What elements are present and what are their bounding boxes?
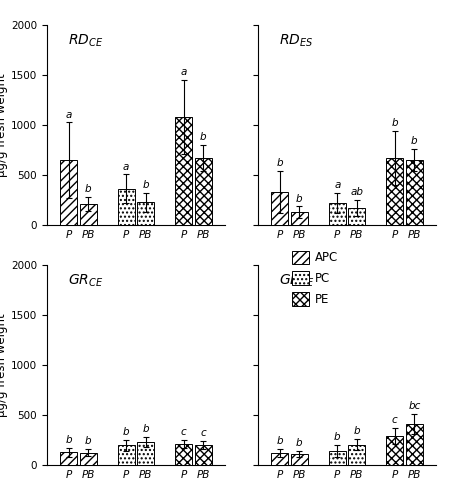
Bar [386, 436, 403, 465]
Text: a: a [181, 68, 187, 78]
Bar [118, 445, 135, 465]
Text: b: b [277, 436, 283, 446]
Bar [118, 188, 135, 225]
Bar [195, 158, 212, 225]
Text: a: a [66, 110, 72, 120]
Text: c: c [200, 428, 206, 438]
Text: b: b [334, 432, 340, 442]
Text: a: a [123, 162, 129, 172]
Text: b: b [66, 435, 72, 445]
Bar [386, 158, 403, 225]
Text: $\it{RD}$$_{\it{CE}}$: $\it{RD}$$_{\it{CE}}$ [68, 33, 104, 50]
Bar [329, 202, 346, 225]
Y-axis label: μg/g fresh weight: μg/g fresh weight [0, 313, 8, 417]
Bar [406, 424, 423, 465]
Text: c: c [392, 415, 398, 425]
Text: ab: ab [350, 187, 363, 197]
Text: b: b [143, 424, 149, 434]
Bar [60, 452, 77, 465]
Bar [348, 208, 365, 225]
Bar [271, 452, 288, 465]
Text: b: b [392, 118, 398, 128]
Text: b: b [123, 427, 129, 437]
Text: b: b [296, 194, 303, 203]
Text: b: b [143, 180, 149, 190]
Bar [291, 212, 308, 225]
Text: c: c [181, 427, 187, 437]
Text: a: a [334, 180, 340, 190]
Text: b: b [277, 158, 283, 168]
Text: b: b [296, 438, 303, 448]
Text: b: b [85, 436, 91, 446]
Bar [80, 452, 97, 465]
Text: $\it{RD}$$_{\it{ES}}$: $\it{RD}$$_{\it{ES}}$ [280, 33, 314, 50]
Bar [137, 442, 154, 465]
Y-axis label: μg/g fresh weight: μg/g fresh weight [0, 73, 8, 177]
Bar [329, 450, 346, 465]
Text: b: b [200, 132, 206, 142]
Bar [175, 444, 192, 465]
Text: $\it{GB}$$_{\it{CE}}$: $\it{GB}$$_{\it{CE}}$ [280, 273, 315, 289]
Text: bc: bc [408, 401, 421, 411]
Bar [60, 160, 77, 225]
Bar [80, 204, 97, 225]
Bar [406, 160, 423, 225]
Bar [195, 445, 212, 465]
Text: b: b [85, 184, 91, 194]
Text: b: b [354, 426, 360, 436]
Bar [348, 444, 365, 465]
Bar [271, 192, 288, 225]
Bar [291, 454, 308, 465]
Text: b: b [411, 136, 417, 146]
Bar [175, 117, 192, 225]
Legend: APC, PC, PE: APC, PC, PE [287, 246, 342, 310]
Bar [137, 202, 154, 225]
Text: $\it{GR}$$_{\it{CE}}$: $\it{GR}$$_{\it{CE}}$ [68, 273, 104, 289]
